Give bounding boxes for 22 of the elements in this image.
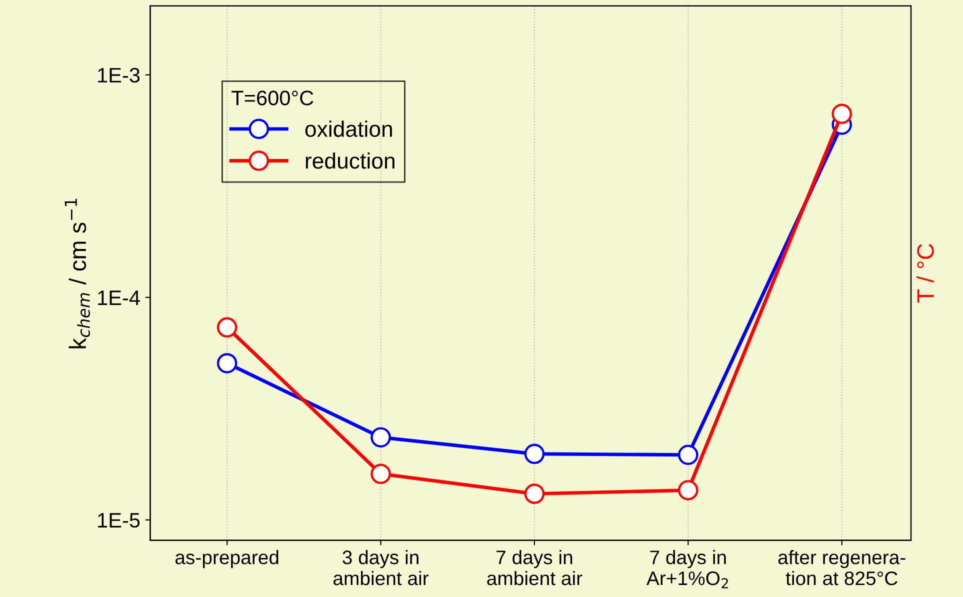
x-tick-label: 3 days in ambient air bbox=[334, 550, 429, 586]
point bbox=[832, 104, 852, 124]
point bbox=[524, 484, 545, 504]
legend-label: reduction bbox=[306, 152, 394, 169]
point bbox=[216, 353, 238, 374]
y2-axis-title: T / °C bbox=[916, 244, 934, 303]
legend-label: oxidation bbox=[305, 120, 392, 137]
y-tick-label: 1E-5 bbox=[98, 513, 140, 528]
point bbox=[216, 317, 238, 338]
point bbox=[678, 480, 698, 500]
x-tick-label: 7 days in Ar+1%O$_{2}$ bbox=[646, 550, 728, 588]
y-tick-label: 1E-4 bbox=[98, 290, 140, 305]
y-tick-label: 1E-3 bbox=[98, 68, 140, 83]
x-tick-label: after regenera- tion at 825°C bbox=[778, 550, 906, 586]
point bbox=[678, 444, 698, 466]
point bbox=[370, 464, 391, 484]
point bbox=[370, 427, 391, 448]
x-tick-label: as-prepared bbox=[175, 550, 278, 568]
point bbox=[524, 444, 545, 464]
legend-title: T=600°C bbox=[232, 90, 314, 106]
y-axis-title: k$_{chem}$ / cm s$^{−1}$ bbox=[64, 198, 90, 348]
x-tick-label: 7 days in ambient air bbox=[487, 550, 582, 586]
